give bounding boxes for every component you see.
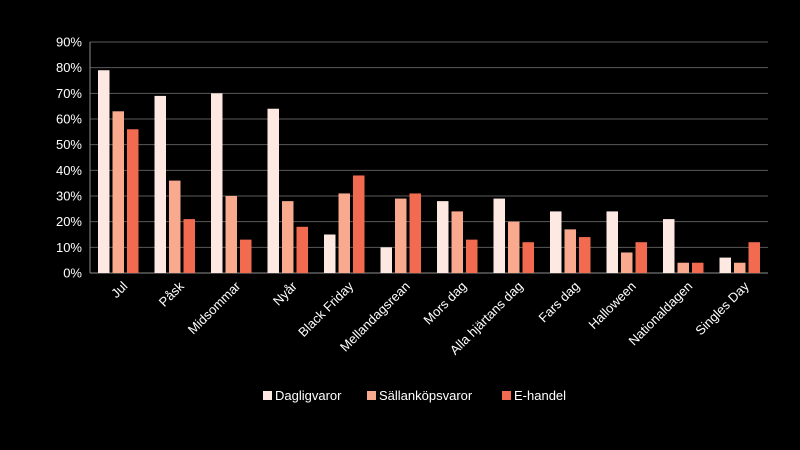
- bar-e-handel-4: [296, 226, 308, 273]
- bar-dagligvaror-6: [380, 247, 392, 273]
- bar-sällanköpsvaror-12: [734, 262, 746, 273]
- y-tick-label: 30%: [56, 189, 82, 204]
- legend-label: E-handel: [514, 388, 566, 403]
- legend-label: Dagligvaror: [275, 388, 342, 403]
- y-tick-label: 20%: [56, 214, 82, 229]
- legend: Dagligvaror Sällanköpsvaror E-handel: [263, 388, 566, 403]
- bar-sällanköpsvaror-8: [508, 221, 520, 273]
- bar-dagligvaror-12: [719, 257, 731, 273]
- x-category-label: Singles Day: [692, 278, 752, 338]
- bar-dagligvaror-4: [267, 108, 279, 273]
- bar-dagligvaror-2: [154, 95, 166, 274]
- bar-sällanköpsvaror-4: [282, 201, 294, 273]
- bar-dagligvaror-8: [493, 198, 505, 273]
- bar-e-handel-9: [579, 237, 591, 273]
- bar-sällanköpsvaror-2: [169, 180, 181, 273]
- bar-dagligvaror-1: [98, 70, 110, 273]
- y-tick-label: 80%: [56, 60, 82, 75]
- bar-e-handel-7: [466, 239, 478, 273]
- bar-sällanköpsvaror-5: [338, 193, 350, 273]
- legend-label: Sällanköpsvaror: [379, 388, 473, 403]
- x-category-label: Black Friday: [295, 278, 357, 340]
- bar-e-handel-3: [240, 239, 252, 273]
- x-category-label: Mors dag: [420, 279, 469, 328]
- bar-e-handel-10: [635, 242, 647, 273]
- y-tick-label: 70%: [56, 86, 82, 101]
- legend-swatch-3: [502, 391, 511, 400]
- legend-swatch-2: [367, 391, 376, 400]
- y-tick-label: 90%: [56, 35, 82, 50]
- bar-sällanköpsvaror-11: [677, 262, 689, 273]
- y-tick-label: 10%: [56, 240, 82, 255]
- y-tick-label: 0%: [63, 266, 82, 281]
- bars: [98, 70, 760, 274]
- bar-dagligvaror-5: [324, 234, 336, 273]
- x-category-label: Midsommar: [185, 278, 244, 337]
- gridlines: [89, 41, 768, 274]
- y-axis-tick-labels: 0% 10% 20% 30% 40% 50% 60% 70% 80% 90%: [56, 35, 82, 281]
- bar-e-handel-12: [748, 242, 760, 273]
- bar-e-handel-2: [183, 219, 195, 273]
- x-category-label: Nyår: [270, 278, 300, 308]
- bar-dagligvaror-9: [550, 211, 562, 273]
- x-category-label: Fars dag: [535, 279, 582, 326]
- bar-dagligvaror-11: [663, 219, 675, 273]
- bar-dagligvaror-3: [211, 93, 223, 273]
- legend-swatch-1: [263, 391, 272, 400]
- x-category-label: Halloween: [585, 279, 639, 333]
- bar-sällanköpsvaror-9: [564, 229, 576, 273]
- bar-e-handel-6: [409, 193, 421, 273]
- y-tick-label: 40%: [56, 163, 82, 178]
- y-tick-label: 50%: [56, 137, 82, 152]
- bar-sällanköpsvaror-6: [395, 198, 407, 273]
- y-tick-label: 60%: [56, 112, 82, 127]
- bar-e-handel-11: [692, 262, 704, 273]
- bar-e-handel-5: [353, 175, 365, 273]
- bar-e-handel-1: [127, 129, 139, 273]
- bar-dagligvaror-7: [437, 201, 449, 273]
- bar-sällanköpsvaror-1: [112, 111, 124, 273]
- bar-sällanköpsvaror-10: [621, 252, 633, 273]
- bar-dagligvaror-10: [606, 211, 618, 273]
- bar-e-handel-8: [522, 242, 534, 273]
- bar-sällanköpsvaror-7: [451, 211, 463, 273]
- x-category-label: Jul: [108, 278, 130, 300]
- x-category-label: Påsk: [156, 278, 187, 309]
- bar-sällanköpsvaror-3: [225, 196, 237, 273]
